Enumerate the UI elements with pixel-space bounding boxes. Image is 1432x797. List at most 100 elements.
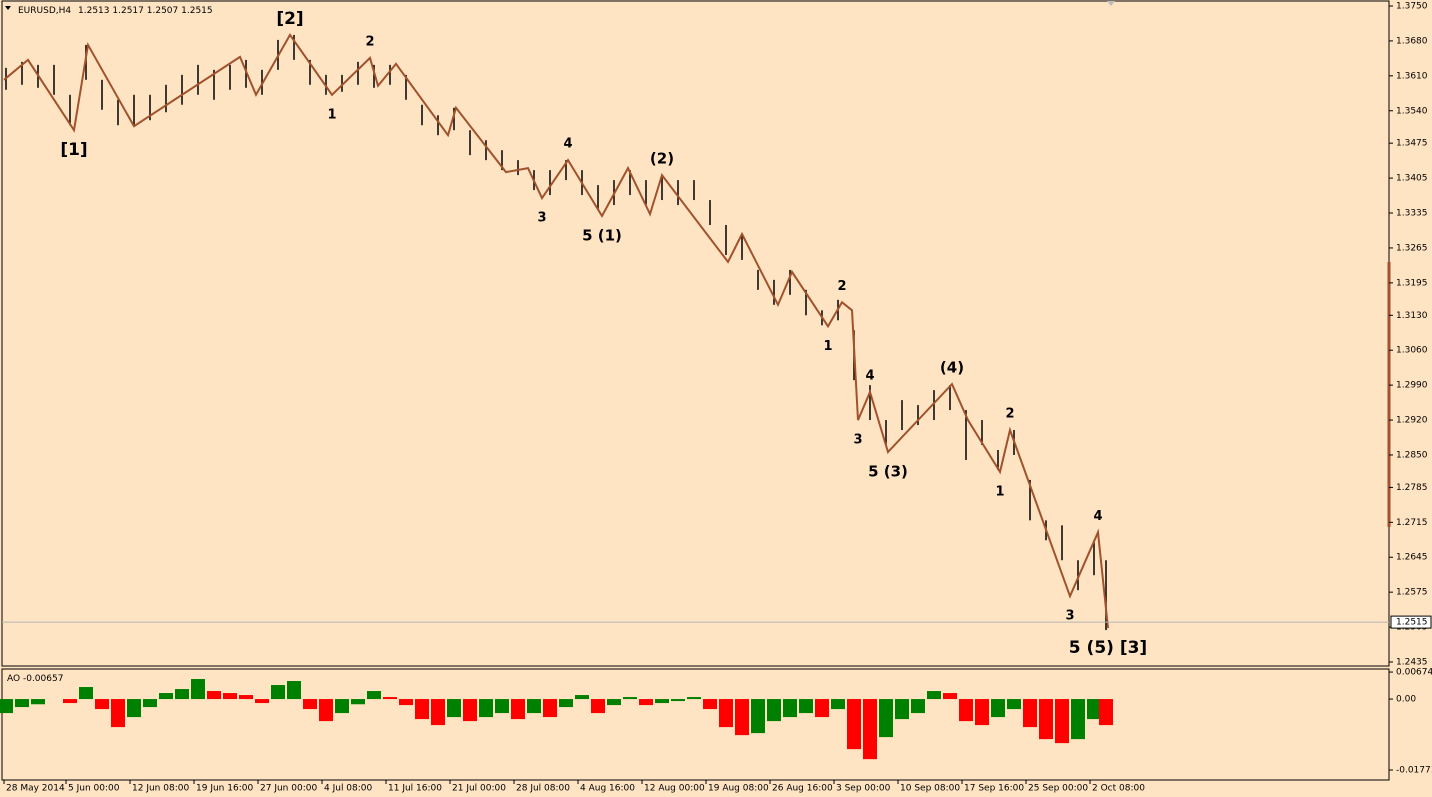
x-tick-label: 5 Jun 00:00 — [68, 784, 120, 794]
ao-bar — [655, 699, 669, 704]
wave-label: 2 — [837, 279, 846, 294]
x-tick-label: 11 Jul 16:00 — [388, 784, 442, 794]
last-price-label: 1.2515 — [1396, 618, 1428, 628]
ao-bar — [687, 697, 701, 700]
ao-bar — [543, 699, 557, 718]
ao-y-tick-label: 0.00674 — [1396, 668, 1432, 678]
y-tick-label: 1.3750 — [1396, 1, 1428, 11]
x-tick-label: 4 Jul 08:00 — [324, 784, 373, 794]
x-tick-label: 10 Sep 08:00 — [900, 784, 960, 794]
ao-bar — [783, 699, 797, 718]
ao-bar — [143, 699, 157, 708]
ao-bar — [927, 691, 941, 700]
ao-bar — [735, 699, 749, 736]
quote-high: 1.2517 — [112, 6, 144, 16]
x-tick-label: 28 May 2014 — [6, 784, 65, 794]
ao-y-tick-label: -0.01771 — [1396, 766, 1432, 776]
ao-bar — [991, 699, 1005, 718]
ao-bar — [719, 699, 733, 728]
wave-label: 1 — [327, 107, 336, 122]
shift-marker — [1107, 1, 1115, 6]
ao-bar — [287, 681, 301, 700]
ao-bar — [511, 699, 525, 720]
ao-bar — [767, 699, 781, 722]
y-tick-label: 1.3680 — [1396, 36, 1428, 46]
wave-label: 3 — [1065, 609, 1074, 624]
last-price-box — [1390, 615, 1432, 629]
ao-bar — [383, 697, 397, 700]
y-tick-label: 1.2575 — [1396, 588, 1428, 598]
ao-y-tick-label: 0.00 — [1396, 695, 1416, 705]
y-tick-label: 1.3060 — [1396, 346, 1428, 356]
y-tick-label: 1.3540 — [1396, 106, 1428, 116]
x-tick-label: 28 Jul 08:00 — [516, 784, 570, 794]
ao-bar — [671, 699, 685, 702]
y-tick-label: 1.2920 — [1396, 416, 1428, 426]
y-tick-label: 1.2990 — [1396, 381, 1428, 391]
ao-bar — [1099, 699, 1113, 726]
y-tick-label: 1.2715 — [1396, 518, 1428, 528]
wave-label: [2] — [276, 9, 303, 29]
ao-bar — [479, 699, 493, 718]
ao-bar — [559, 699, 573, 708]
ao-bar — [111, 699, 125, 728]
x-tick-label: 25 Sep 00:00 — [1028, 784, 1088, 794]
ao-bar — [367, 691, 381, 700]
menu-arrow[interactable] — [5, 6, 11, 10]
ao-bar — [447, 699, 461, 718]
wave-label: 4 — [865, 369, 874, 384]
ao-bar — [911, 699, 925, 714]
quote-low: 1.2507 — [147, 6, 179, 16]
ao-bar — [815, 699, 829, 718]
ao-bar — [0, 699, 13, 714]
wave-label: 1 — [995, 484, 1004, 499]
y-tick-label: 1.3610 — [1396, 71, 1428, 81]
ao-bar — [847, 699, 861, 750]
ao-bar — [751, 699, 765, 734]
y-tick-label: 1.2850 — [1396, 450, 1428, 460]
ao-bar — [79, 687, 93, 700]
wave-label: 2 — [1005, 407, 1014, 422]
ao-bar — [975, 699, 989, 726]
ao-bar — [431, 699, 445, 726]
ao-bar — [575, 695, 589, 700]
wave-label: 2 — [365, 34, 374, 49]
ao-bar — [319, 699, 333, 722]
ao-bar — [351, 699, 365, 705]
wave-line — [3, 33, 1109, 629]
wave-label: 3 — [537, 211, 546, 226]
x-tick-label: 2 Oct 08:00 — [1092, 784, 1145, 794]
x-tick-label: 17 Sep 16:00 — [964, 784, 1024, 794]
y-tick-label: 1.2435 — [1396, 658, 1428, 668]
x-tick-label: 4 Aug 16:00 — [580, 784, 635, 794]
ao-bar — [127, 699, 141, 718]
wave-label: (2) — [650, 150, 674, 168]
ao-bar — [527, 699, 541, 714]
ao-bar — [31, 699, 45, 705]
wave-label: 5 (1) — [582, 227, 622, 245]
ao-bar — [207, 691, 221, 700]
x-tick-label: 27 Jun 00:00 — [260, 784, 317, 794]
symbol-header: EURUSD,H4 1.2513 1.2517 1.2507 1.2515 — [18, 6, 213, 16]
ao-bar — [959, 699, 973, 722]
y-tick-label: 1.3265 — [1396, 243, 1428, 253]
ao-bar — [831, 699, 845, 710]
ao-bar — [639, 699, 653, 706]
ao-bar — [175, 689, 189, 700]
y-tick-label: 1.3195 — [1396, 278, 1428, 288]
ao-bar — [159, 693, 173, 700]
ao-bar — [1023, 699, 1037, 728]
ao-bar — [1071, 699, 1085, 740]
wave-label: 3 — [853, 433, 862, 448]
ao-bar — [1007, 699, 1021, 710]
wave-label: 5 (5) [3] — [1069, 638, 1147, 658]
y-tick-label: 1.2645 — [1396, 553, 1428, 563]
ao-bar — [223, 693, 237, 700]
ao-bar — [895, 699, 909, 720]
x-tick-label: 26 Aug 16:00 — [772, 784, 833, 794]
wave-label: 4 — [1093, 509, 1102, 524]
ao-bar — [863, 699, 877, 760]
wave-label: 4 — [563, 137, 572, 152]
y-tick-label: 1.3405 — [1396, 174, 1428, 184]
